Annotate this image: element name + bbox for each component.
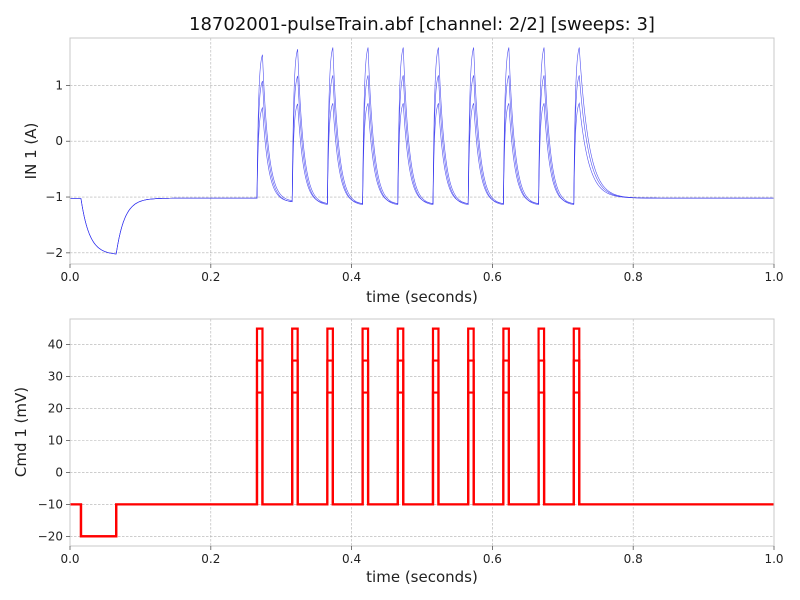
x-tick-label: 0.6 bbox=[483, 270, 502, 284]
plot-area-top bbox=[70, 38, 774, 264]
y-tick-label: −2 bbox=[45, 246, 63, 260]
x-tick-label: 1.0 bbox=[764, 552, 783, 566]
plot-area-bottom bbox=[70, 319, 774, 546]
ticks-bottom: 0.0 0.2 0.4 0.6 0.8 1.0 −20 −10 0 10 20 30 40 bbox=[38, 338, 784, 566]
y-axis-label-top: IN 1 (A) bbox=[22, 123, 40, 180]
x-tick-label: 0.0 bbox=[60, 552, 79, 566]
y-tick-label: 10 bbox=[48, 433, 63, 447]
y-tick-label: −20 bbox=[38, 529, 63, 543]
x-tick-label: 0.0 bbox=[60, 270, 79, 284]
x-axis-label-top: time (seconds) bbox=[366, 288, 478, 306]
traces-command bbox=[70, 329, 774, 537]
y-tick-label: 1 bbox=[55, 78, 63, 92]
grid-top bbox=[70, 38, 774, 264]
x-tick-label: 0.4 bbox=[342, 552, 361, 566]
traces-current bbox=[70, 47, 774, 253]
y-tick-label: −10 bbox=[38, 497, 63, 511]
chart-command: 0.0 0.2 0.4 0.6 0.8 1.0 −20 −10 0 10 20 30 40 time (… bbox=[12, 319, 784, 586]
y-tick-label: 40 bbox=[48, 338, 63, 352]
command-trace-sweep-1 bbox=[70, 393, 774, 537]
x-tick-label: 0.8 bbox=[624, 270, 643, 284]
x-tick-label: 1.0 bbox=[764, 270, 783, 284]
current-trace-sweep-2 bbox=[70, 75, 774, 254]
chart-title: 18702001-pulseTrain.abf [channel: 2/2] [… bbox=[189, 14, 655, 35]
command-trace-sweep-3 bbox=[70, 329, 774, 537]
grid-bottom bbox=[70, 319, 774, 546]
y-tick-label: 30 bbox=[48, 370, 63, 384]
x-tick-label: 0.6 bbox=[483, 552, 502, 566]
chart-current: 18702001-pulseTrain.abf [channel: 2/2] [… bbox=[22, 14, 784, 306]
y-axis-label-bottom: Cmd 1 (mV) bbox=[12, 387, 30, 477]
y-tick-label: −1 bbox=[45, 190, 63, 204]
x-tick-label: 0.8 bbox=[624, 552, 643, 566]
current-trace-sweep-3 bbox=[70, 103, 774, 254]
y-tick-label: 20 bbox=[48, 402, 63, 416]
x-tick-label: 0.2 bbox=[201, 270, 220, 284]
current-trace-sweep-1 bbox=[70, 47, 774, 253]
y-tick-label: 0 bbox=[55, 465, 63, 479]
y-tick-label: 0 bbox=[55, 134, 63, 148]
x-tick-label: 0.2 bbox=[201, 552, 220, 566]
command-trace-sweep-2 bbox=[70, 361, 774, 537]
x-tick-label: 0.4 bbox=[342, 270, 361, 284]
x-axis-label-bottom: time (seconds) bbox=[366, 568, 478, 586]
